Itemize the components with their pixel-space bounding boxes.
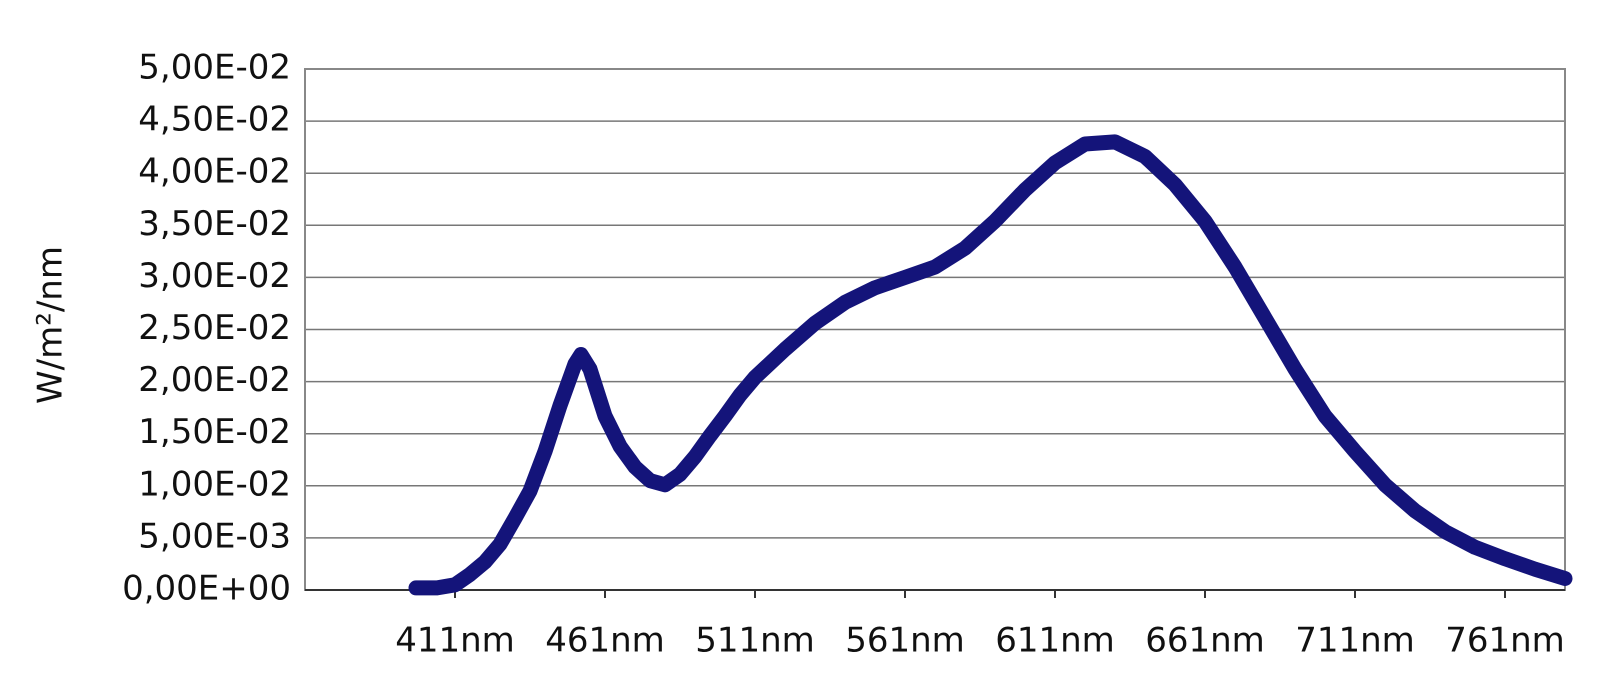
y-tick-label: 3,00E-02 (138, 256, 291, 296)
x-tick-label: 511nm (695, 621, 815, 661)
y-tick-label: 0,00E+00 (122, 569, 291, 609)
x-tick-label: 611nm (995, 621, 1115, 661)
y-axis-label: W/m²/nm (31, 246, 71, 404)
x-tick-label: 461nm (545, 621, 665, 661)
y-tick-label: 5,00E-02 (138, 48, 291, 88)
x-tick-label: 411nm (395, 621, 515, 661)
y-tick-label: 1,50E-02 (138, 412, 291, 452)
y-tick-label: 4,50E-02 (138, 100, 291, 140)
y-tick-label: 4,00E-02 (138, 152, 291, 192)
x-tick-label: 711nm (1295, 621, 1415, 661)
x-tick-label: 761nm (1445, 621, 1565, 661)
y-tick-label: 3,50E-02 (138, 204, 291, 244)
x-tick-label: 661nm (1145, 621, 1265, 661)
y-tick-label: 5,00E-03 (138, 516, 291, 556)
x-tick-label: 561nm (845, 621, 965, 661)
y-tick-label: 2,50E-02 (138, 308, 291, 348)
spectrum-line (408, 134, 1573, 596)
y-tick-label: 2,00E-02 (138, 360, 291, 400)
y-tick-label: 1,00E-02 (138, 464, 291, 504)
